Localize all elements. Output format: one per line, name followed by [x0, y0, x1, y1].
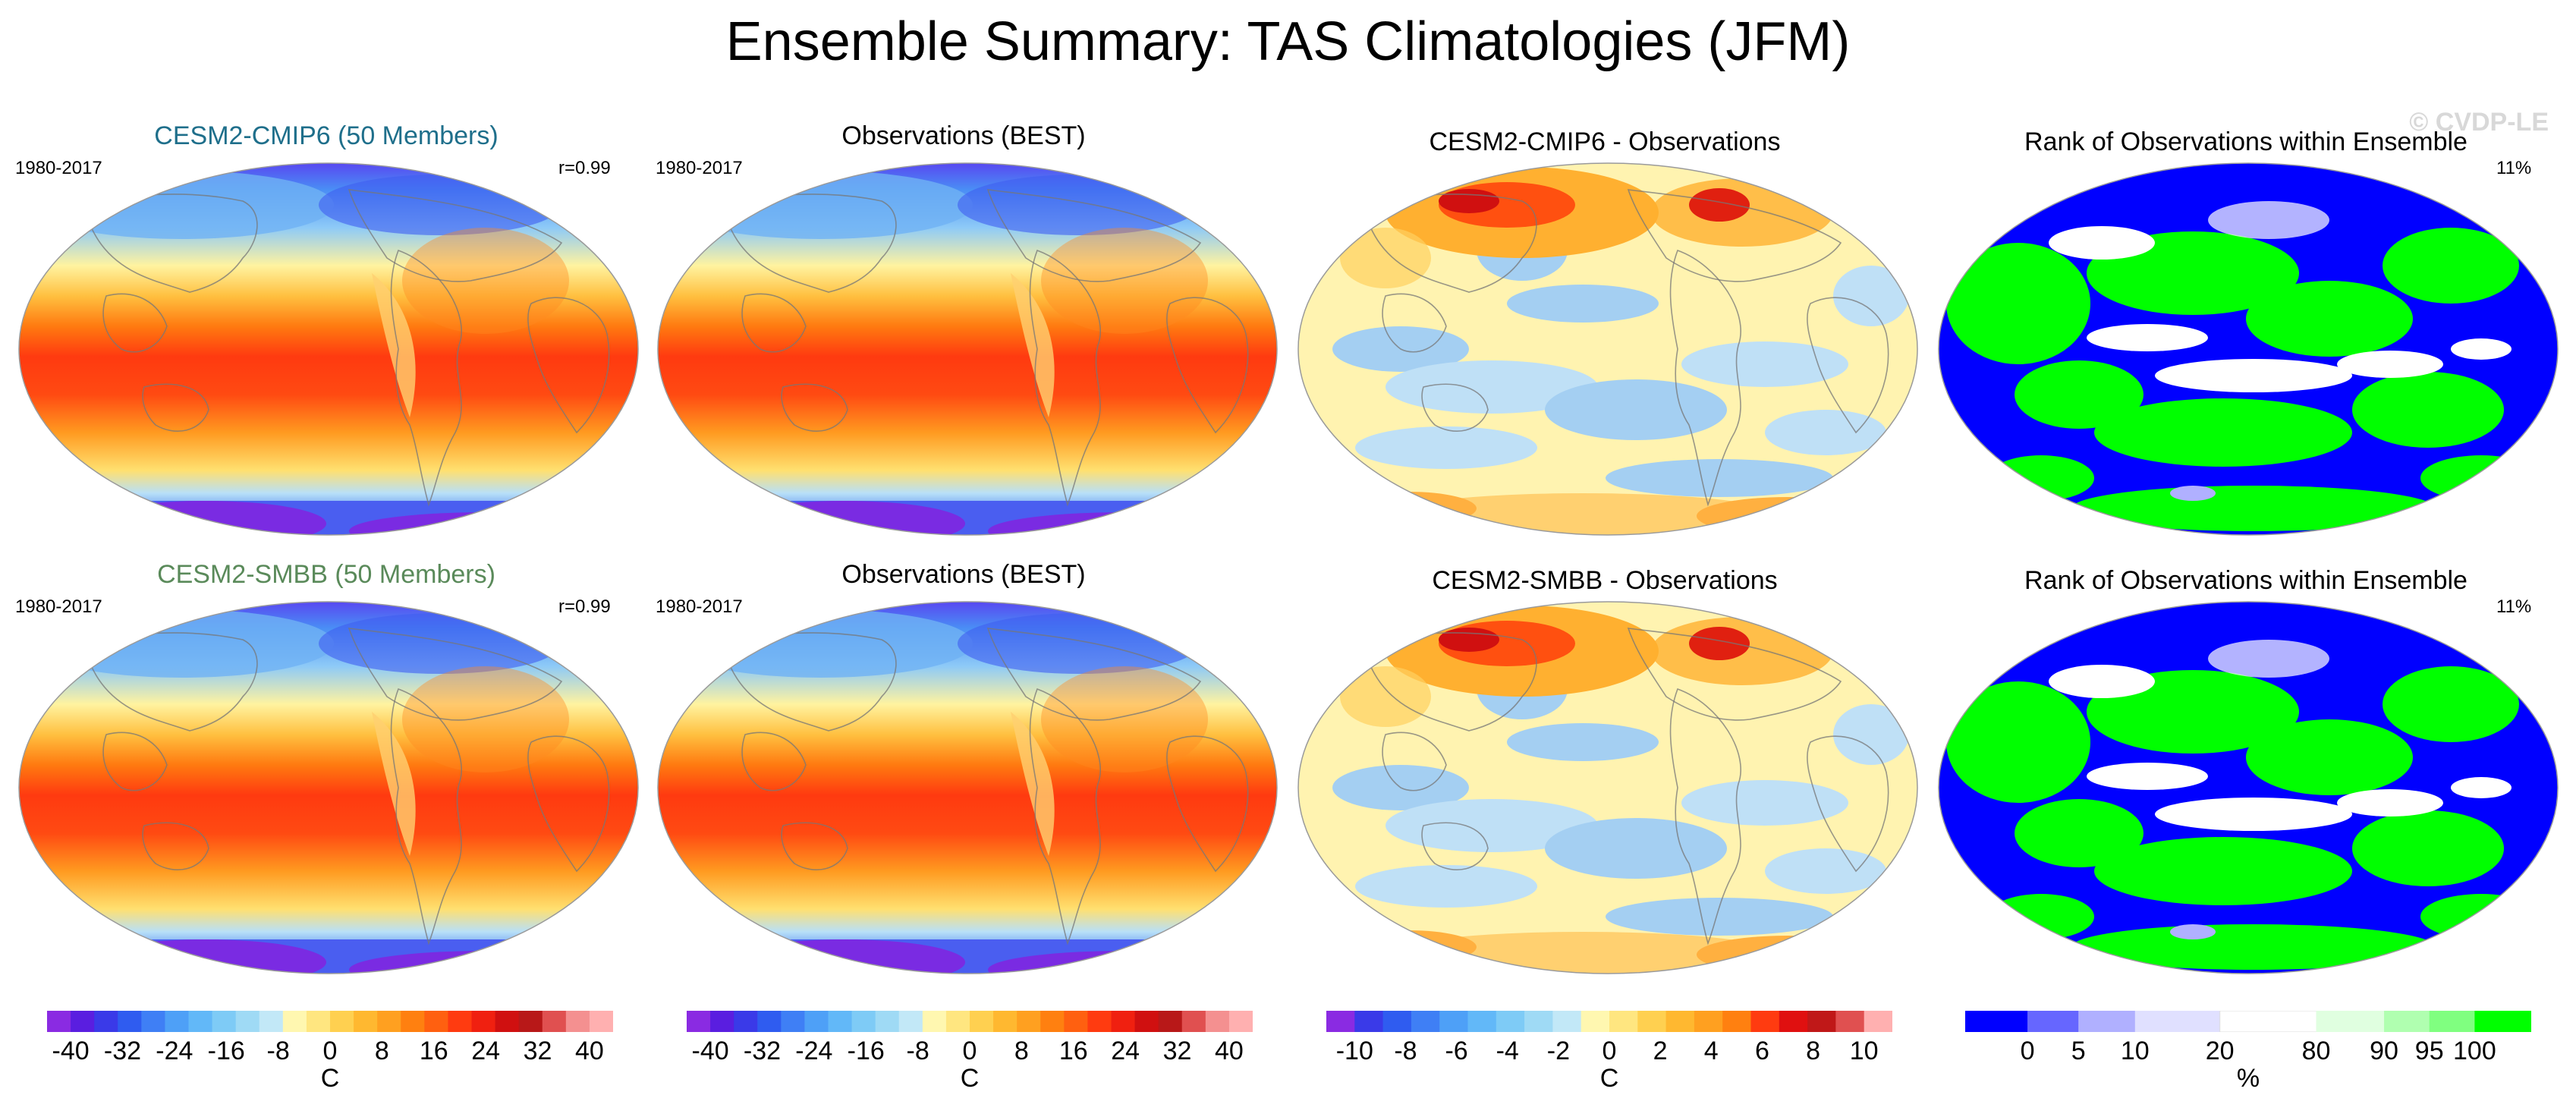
panel-title: Observations (BEST): [841, 560, 1086, 589]
colorbar-tick-label: 40: [574, 1037, 604, 1065]
period-label: 1980-2017: [15, 158, 102, 178]
colorbar-tick-label: 100: [2453, 1037, 2496, 1065]
colorbar-tick-label: -4: [1496, 1037, 1519, 1065]
map-diff-2: [1297, 601, 1918, 974]
colorbar-tick-label: 8: [374, 1037, 389, 1065]
colorbar-tick-label: 16: [1058, 1037, 1088, 1065]
colorbar-tick-label: -32: [103, 1037, 142, 1065]
main-title: Ensemble Summary: TAS Climatologies (JFM…: [725, 11, 1851, 72]
colorbar-tick-label: 10: [1849, 1037, 1879, 1065]
map-rank-1: [1938, 162, 2559, 536]
map-clim-model-1: [18, 162, 639, 536]
panel-title: CESM2-CMIP6 (50 Members): [154, 121, 499, 150]
colorbar-diff: -10 -8 -6 -4 -2 0 2 4 6 8 10 C: [1326, 1011, 1892, 1117]
rank-percent-label: 11%: [2496, 596, 2532, 617]
colorbar-tick-label: -16: [847, 1037, 885, 1065]
rank-percent-label: 11%: [2496, 158, 2532, 178]
panel-title: Rank of Observations within Ensemble: [2024, 566, 2467, 595]
colorbar-tick-label: -40: [52, 1037, 90, 1065]
colorbar-tick-label: 32: [523, 1037, 552, 1065]
map-clim-obs-1: [657, 162, 1278, 536]
colorbar-tick-label: 0: [962, 1037, 977, 1065]
colorbar-tick-label: -8: [906, 1037, 929, 1065]
colorbar-tick-label: 16: [419, 1037, 448, 1065]
colorbar-unit-label: C: [320, 1064, 340, 1093]
colorbar-tick-label: 8: [1014, 1037, 1029, 1065]
colorbar-tick-label: -32: [743, 1037, 782, 1065]
colorbar-tick-label: 4: [1703, 1037, 1719, 1065]
colorbar-tick-label: -8: [266, 1037, 290, 1065]
colorbar-unit-label: C: [960, 1064, 980, 1093]
watermark: © CVDP-LE: [2409, 108, 2549, 137]
colorbar-tick-label: 10: [2120, 1037, 2150, 1065]
colorbar-tick-label: 0: [322, 1037, 338, 1065]
panel-title: CESM2-CMIP6 - Observations: [1429, 127, 1781, 156]
colorbar-tick-label: 90: [2370, 1037, 2398, 1065]
colorbar-tick-label: 2: [1653, 1037, 1668, 1065]
colorbar-tick-label: -6: [1445, 1037, 1468, 1065]
colorbar-tick-label: 32: [1162, 1037, 1192, 1065]
map-clim-model-2: [18, 601, 639, 974]
panel-title: CESM2-SMBB - Observations: [1432, 566, 1778, 595]
colorbar-tick-label: 20: [2205, 1037, 2235, 1065]
correlation-label: r=0.99: [558, 158, 611, 178]
panel-title: CESM2-SMBB (50 Members): [157, 560, 495, 589]
period-label: 1980-2017: [15, 596, 102, 617]
colorbar-unit-label: C: [1599, 1064, 1619, 1093]
period-label: 1980-2017: [656, 596, 743, 617]
period-label: 1980-2017: [656, 158, 743, 178]
colorbar-rank: 0 5 10 20 80 90 95 100%: [1965, 1011, 2531, 1117]
panel-title: Observations (BEST): [841, 121, 1086, 150]
map-diff-1: [1297, 162, 1918, 536]
colorbar-tick-label: 6: [1754, 1037, 1769, 1065]
colorbar-clim-obs: -40 -32 -24 -16 -8 0 8 16 24 32 40 C: [687, 1011, 1253, 1117]
colorbar-tick-label: 24: [1111, 1037, 1140, 1065]
colorbar-tick-label: 95: [2414, 1037, 2444, 1065]
map-clim-obs-2: [657, 601, 1278, 974]
colorbar-swatches: [1326, 1011, 1892, 1032]
correlation-label: r=0.99: [558, 596, 611, 617]
map-rank-2: [1938, 601, 2559, 974]
colorbar-tick-label: -24: [156, 1037, 193, 1065]
colorbar-tick-label: 8: [1806, 1037, 1821, 1065]
colorbar-tick-label: 0: [1602, 1037, 1617, 1065]
colorbar-tick-label: 0: [2020, 1037, 2035, 1065]
colorbar-tick-label: -16: [207, 1037, 245, 1065]
colorbar-tick-label: -8: [1394, 1037, 1417, 1065]
colorbar-tick-label: 24: [471, 1037, 501, 1065]
panel-title: Rank of Observations within Ensemble: [2024, 127, 2467, 156]
colorbar-swatches: [687, 1011, 1253, 1032]
colorbar-tick-label: -24: [795, 1037, 833, 1065]
colorbar-swatches: [47, 1011, 613, 1032]
colorbar-tick-label: -40: [691, 1037, 729, 1065]
colorbar-tick-label: -2: [1546, 1037, 1570, 1065]
colorbar-tick-label: 5: [2071, 1037, 2086, 1065]
colorbar-unit-label: %: [2236, 1064, 2260, 1093]
colorbar-tick-label: 80: [2301, 1037, 2331, 1065]
colorbar-tick-label: -10: [1335, 1037, 1373, 1065]
colorbar-tick-label: 40: [1214, 1037, 1244, 1065]
colorbar-swatches: [1965, 1011, 2531, 1032]
colorbar-clim-model: -40 -32 -24 -16 -8 0 8 16 24 32 40 C: [47, 1011, 613, 1117]
